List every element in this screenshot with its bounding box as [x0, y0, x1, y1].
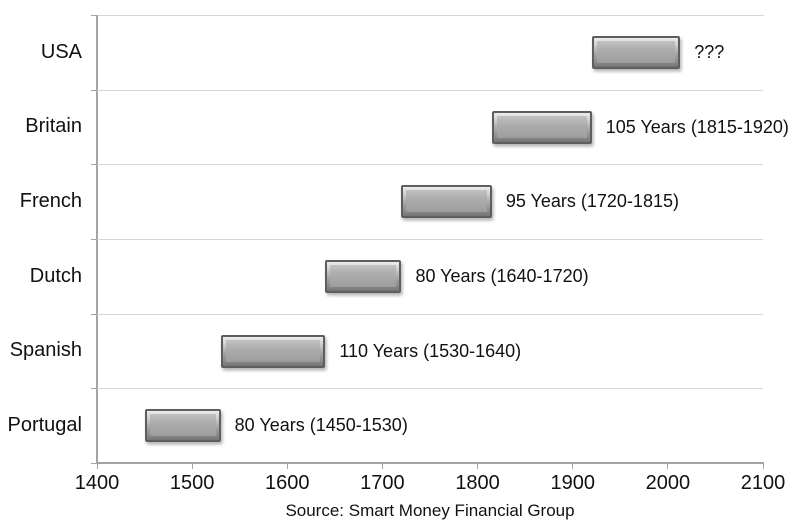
category-label-usa: USA [40, 40, 82, 63]
value-axis-tick [762, 464, 764, 469]
category-label-portugal: Portugal [7, 414, 83, 437]
bar-value-label: 80 Years (1640-1720) [415, 265, 589, 286]
category-label-french: French [19, 190, 82, 213]
category-label-spanish: Spanish [9, 339, 82, 362]
bar-face [330, 264, 397, 287]
value-axis-tick [572, 464, 574, 469]
bar-face [596, 40, 676, 63]
source-caption: Source: Smart Money Financial Group [285, 501, 575, 520]
bar-face [406, 190, 487, 213]
value-axis-tick-label: 1700 [360, 472, 405, 494]
bar-value-label: 80 Years (1450-1530) [234, 415, 408, 436]
bar-value-label: 110 Years (1530-1640) [339, 340, 522, 361]
bar-face [149, 414, 216, 437]
bar-portugal [144, 409, 221, 443]
category-axis-tick [90, 313, 96, 315]
row-gridline [97, 164, 763, 166]
category-axis-tick [90, 89, 96, 91]
value-axis-tick [96, 464, 98, 469]
value-axis-tick-label: 1800 [455, 472, 500, 494]
bar-french [401, 185, 492, 219]
value-axis-tick-label: 2100 [740, 472, 786, 494]
value-axis-tick-label: 1500 [169, 472, 215, 494]
category-axis-line [95, 15, 98, 463]
row-gridline [97, 239, 763, 240]
value-axis-tick [191, 464, 193, 469]
value-axis-tick [286, 464, 288, 469]
bar-value-label: 95 Years (1720-1815) [505, 191, 679, 212]
category-axis-tick [90, 388, 96, 390]
bar-dutch [325, 259, 402, 293]
category-axis-tick [90, 463, 96, 464]
bar-value-label: 105 Years (1815-1920) [605, 116, 789, 137]
row-gridline [97, 89, 763, 91]
value-axis-tick [477, 464, 479, 469]
category-axis-tick [90, 164, 96, 166]
plot-top-border [97, 15, 764, 16]
bar-spanish [220, 334, 326, 368]
bar-face [496, 115, 587, 138]
value-axis-tick-label: 2000 [645, 472, 691, 494]
value-axis-tick [667, 464, 669, 469]
category-axis-tick [90, 15, 96, 16]
value-axis-tick-label: 1400 [74, 472, 120, 494]
value-axis-tick-label: 1900 [550, 472, 595, 494]
category-label-dutch: Dutch [29, 264, 82, 287]
value-axis-line [95, 462, 764, 464]
value-axis-tick [381, 464, 383, 469]
category-axis-tick [90, 239, 96, 240]
bar-value-label: ??? [694, 41, 725, 62]
bar-face [225, 339, 321, 362]
category-label-britain: Britain [25, 115, 82, 138]
row-gridline [97, 313, 763, 315]
bar-usa [591, 35, 681, 69]
bar-britain [491, 110, 592, 144]
row-gridline [97, 388, 763, 390]
value-axis-tick-label: 1600 [265, 472, 310, 494]
